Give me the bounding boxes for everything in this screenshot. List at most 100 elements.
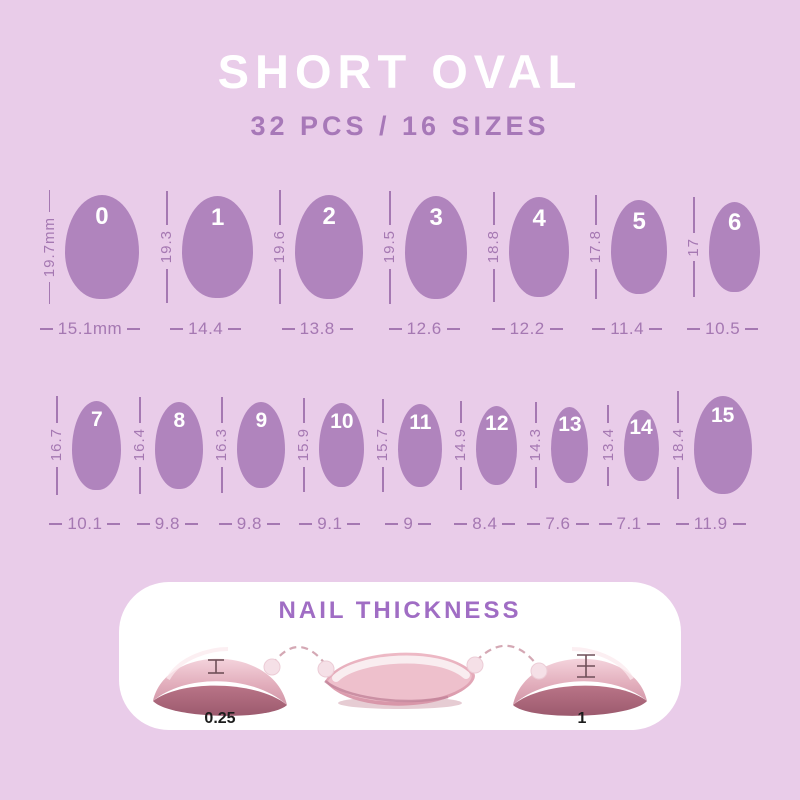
nail-height-measure: 16.4: [131, 396, 148, 494]
height-tick-bottom: [594, 268, 597, 300]
nail-width-label: 12.6: [406, 319, 442, 338]
nail-width-label: 11.9: [693, 514, 728, 533]
nail-number: 9: [255, 409, 268, 432]
height-tick-top: [594, 195, 597, 226]
nail-width-label: 8.4: [472, 514, 498, 533]
nail-column: 16.4 8 9.8: [131, 389, 204, 534]
nail-width-label: 9: [403, 514, 414, 533]
nail-column: 19.3 1 14.4: [158, 188, 254, 339]
nail-upper: 16.7 7: [48, 389, 122, 501]
width-tick-left: [491, 328, 505, 330]
nail-height-measure: 19.5: [381, 190, 399, 304]
nail-upper: 16.3 9: [213, 389, 286, 501]
nail-upper: 19.7mm 0: [41, 188, 139, 306]
thickness-marker-thin: [208, 659, 224, 674]
nail-width-measure: 9.1: [299, 514, 361, 534]
nail-height-label: 19.7mm: [40, 216, 58, 278]
nail-shape: 3: [405, 195, 468, 299]
nail-shape: 4: [509, 197, 570, 297]
nail-number: 13: [558, 413, 582, 436]
nail-upper: 19.5 3: [381, 188, 468, 306]
nail-column: 18.8 4 12.2: [485, 188, 570, 339]
nail-upper: 15.9 10: [295, 389, 365, 501]
nail-height-label: 19.5: [381, 230, 399, 264]
height-tick-bottom: [535, 466, 537, 489]
nail-width-measure: 11.9: [675, 514, 746, 534]
thickness-panel: NAIL THICKNESS: [119, 582, 681, 730]
nail-height-measure: 14.3: [527, 402, 544, 489]
nail-upper: 18.8 4: [485, 188, 570, 306]
height-tick-top: [460, 400, 462, 424]
nail-number: 0: [95, 203, 109, 230]
nail-height-label: 19.3: [158, 230, 176, 264]
thickness-illustration: 0.25 1: [153, 644, 647, 727]
width-tick-right: [446, 328, 460, 330]
nail-height-measure: 19.6: [271, 190, 288, 305]
width-tick-right: [127, 328, 141, 330]
nail-width-measure: 7.1: [598, 514, 660, 534]
nail-shape: 13: [551, 407, 589, 483]
width-tick-right: [575, 523, 589, 525]
width-tick-right: [347, 523, 361, 525]
width-tick-left: [687, 328, 701, 330]
height-tick-top: [382, 398, 384, 424]
height-tick-top: [677, 391, 679, 424]
width-tick-left: [39, 328, 53, 330]
width-tick-left: [281, 328, 295, 330]
nail-height-label: 15.7: [374, 428, 392, 462]
nail-shape: 5: [611, 200, 668, 294]
nail-width-label: 7.6: [545, 514, 571, 533]
width-tick-left: [675, 523, 689, 525]
nail-height-measure: 15.7: [374, 398, 392, 492]
nail-height-measure: 19.3: [158, 191, 176, 304]
nail-shape: 8: [155, 401, 204, 489]
nail-number: 2: [322, 203, 336, 230]
nail-upper: 17.8 5: [587, 188, 668, 306]
nail-upper: 13.4 14: [600, 389, 659, 501]
nail-upper: 18.4 15: [670, 389, 752, 501]
width-tick-right: [228, 328, 242, 330]
nail-shape: 12: [476, 405, 518, 485]
thickness-left-value: 0.25: [204, 710, 235, 727]
nail-column: 15.9 10 9.1: [295, 389, 365, 534]
nail-upper: 14.3 13: [527, 389, 589, 501]
width-tick-right: [649, 328, 663, 330]
thin-nail-side-view: [153, 647, 287, 716]
nail-number: 12: [485, 411, 509, 435]
nail-width-measure: 10.5: [687, 319, 759, 339]
nail-width-measure: 9: [385, 514, 432, 534]
nail-width-measure: 8.4: [454, 514, 516, 534]
nail-height-measure: 13.4: [600, 404, 617, 486]
width-tick-left: [170, 328, 184, 330]
nail-width-measure: 9.8: [218, 514, 280, 534]
nail-shape: 15: [693, 396, 752, 494]
width-tick-right: [184, 523, 198, 525]
nail-column: 19.6 2 13.8: [271, 188, 364, 339]
nail-width-measure: 13.8: [281, 319, 353, 339]
nail-height-measure: 17.8: [587, 195, 604, 300]
nail-height-measure: 17: [685, 197, 702, 297]
page-subtitle: 32 PCS / 16 SIZES: [250, 111, 550, 141]
nail-height-measure: 14.9: [452, 400, 469, 490]
height-tick-top: [303, 398, 305, 424]
width-tick-right: [107, 523, 121, 525]
nail-shape: 14: [623, 409, 659, 481]
nail-width-measure: 15.1mm: [39, 319, 141, 339]
nail-shape: 2: [295, 195, 364, 299]
nail-shape: 1: [182, 196, 254, 298]
width-tick-left: [592, 328, 606, 330]
width-tick-right: [745, 328, 759, 330]
width-tick-left: [598, 523, 612, 525]
size-chart: 19.7mm 0 15.1mm 19.3 1 14.4 19.6 2 13.8 19.5 3 12.6…: [0, 188, 800, 534]
width-tick-left: [527, 523, 541, 525]
nail-width-label: 15.1mm: [57, 319, 123, 338]
nail-upper: 15.7 11: [374, 389, 443, 501]
height-tick-top: [56, 395, 58, 424]
nail-height-label: 15.9: [295, 428, 313, 462]
nail-shape: 6: [709, 202, 761, 292]
width-tick-right: [732, 523, 746, 525]
nail-shape: 11: [398, 403, 443, 487]
nail-upper: 17 6: [685, 188, 761, 306]
connector-dashes: [271, 644, 541, 670]
page-title: SHORT OVAL: [217, 45, 583, 98]
